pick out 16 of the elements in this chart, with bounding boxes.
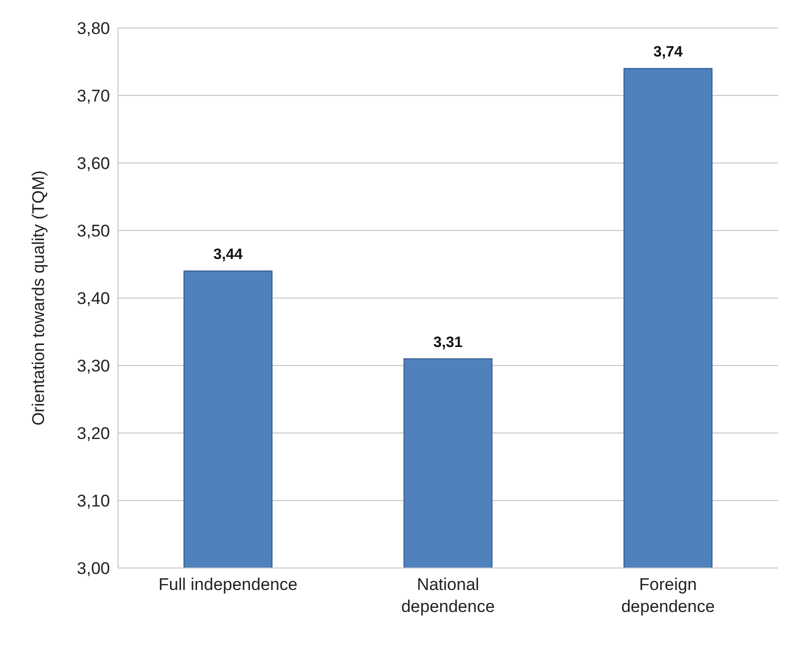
y-tick-label: 3,00 <box>76 559 110 578</box>
y-tick-label: 3,40 <box>76 289 110 308</box>
y-tick-label: 3,10 <box>76 492 110 511</box>
y-tick-label: 3,30 <box>76 356 110 376</box>
x-tick-label: National dependence <box>401 575 495 616</box>
y-tick-label: 3,60 <box>76 154 110 174</box>
y-tick-label: 3,20 <box>76 424 110 444</box>
y-tick-label: 3,80 <box>76 19 110 38</box>
x-tick-label: Full independence <box>158 575 298 594</box>
data-label: 3,74 <box>653 44 684 60</box>
x-tick-label: Foreign dependence <box>621 575 715 616</box>
y-axis-title: Orientation towards quality (TQM) <box>29 170 48 426</box>
data-label: 3,31 <box>433 334 463 351</box>
y-tick-label: 3,50 <box>76 222 110 241</box>
data-label: 3,44 <box>213 246 244 263</box>
y-tick-label: 3,70 <box>76 86 110 106</box>
